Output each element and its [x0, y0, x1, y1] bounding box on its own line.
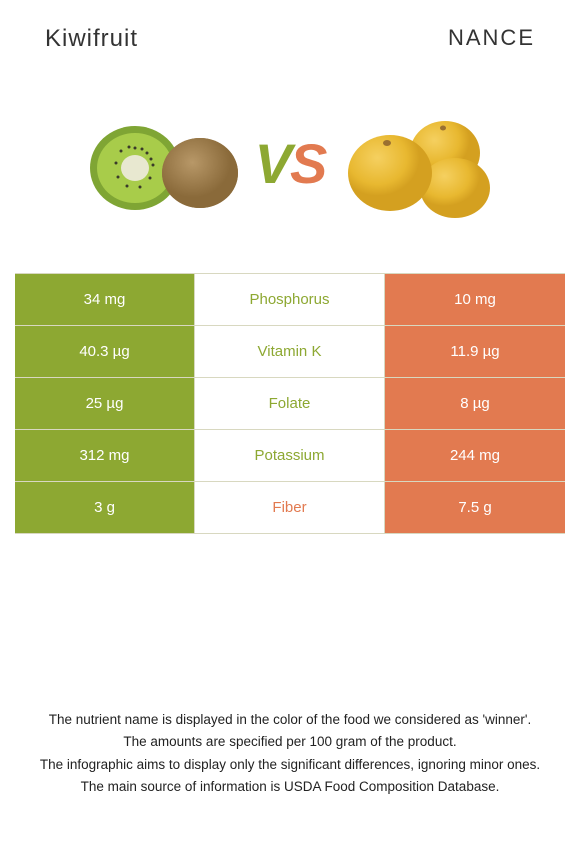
vs-label: VS	[255, 131, 326, 196]
table-row: 25 µgFolate8 µg	[15, 378, 565, 430]
vs-s: S	[290, 132, 325, 195]
left-value: 34 mg	[15, 274, 195, 325]
right-fruit-title: NANCE	[448, 25, 535, 53]
left-value: 40.3 µg	[15, 326, 195, 377]
right-value: 11.9 µg	[385, 326, 565, 377]
footer-line-2: The amounts are specified per 100 gram o…	[25, 732, 555, 752]
footer-notes: The nutrient name is displayed in the co…	[15, 680, 565, 819]
left-value: 25 µg	[15, 378, 195, 429]
images-row: VS	[15, 103, 565, 223]
left-value: 3 g	[15, 482, 195, 533]
nance-image	[335, 103, 495, 223]
table-row: 34 mgPhosphorus10 mg	[15, 274, 565, 326]
nutrient-label: Potassium	[195, 430, 385, 481]
kiwi-image	[85, 103, 245, 223]
footer-line-3: The infographic aims to display only the…	[25, 755, 555, 775]
right-value: 7.5 g	[385, 482, 565, 533]
left-fruit-title: Kiwifruit	[45, 25, 138, 53]
right-value: 244 mg	[385, 430, 565, 481]
footer-line-1: The nutrient name is displayed in the co…	[25, 710, 555, 730]
right-value: 8 µg	[385, 378, 565, 429]
nutrient-label: Vitamin K	[195, 326, 385, 377]
left-value: 312 mg	[15, 430, 195, 481]
footer-line-4: The main source of information is USDA F…	[25, 777, 555, 797]
nutrient-label: Phosphorus	[195, 274, 385, 325]
table-row: 3 gFiber7.5 g	[15, 482, 565, 534]
comparison-table: 34 mgPhosphorus10 mg40.3 µgVitamin K11.9…	[15, 273, 565, 534]
vs-v: V	[255, 132, 290, 195]
nutrient-label: Folate	[195, 378, 385, 429]
nutrient-label: Fiber	[195, 482, 385, 533]
infographic-container: Kiwifruit NANCE	[0, 0, 580, 844]
header: Kiwifruit NANCE	[15, 25, 565, 73]
table-row: 40.3 µgVitamin K11.9 µg	[15, 326, 565, 378]
right-value: 10 mg	[385, 274, 565, 325]
table-row: 312 mgPotassium244 mg	[15, 430, 565, 482]
